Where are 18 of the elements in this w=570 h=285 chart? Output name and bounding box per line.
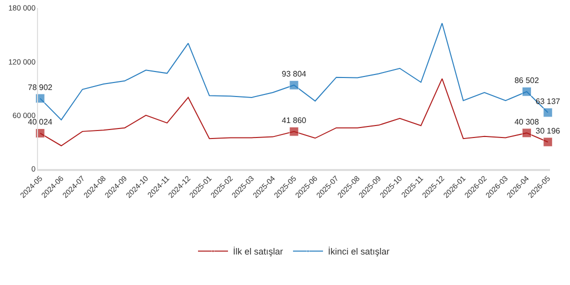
- data-label: 63 137: [536, 96, 561, 106]
- legend-label: İlk el satışlar: [233, 246, 284, 257]
- data-label: 93 804: [282, 69, 307, 78]
- point: [35, 94, 45, 104]
- point: [35, 128, 45, 138]
- data-label: 30 196: [536, 126, 561, 136]
- legend-label: İkinci el satışlar: [328, 246, 390, 257]
- data-label: 40 024: [28, 118, 53, 127]
- point: [289, 126, 299, 136]
- point: [543, 108, 553, 118]
- data-label: 40 308: [514, 117, 540, 126]
- point: [522, 128, 532, 138]
- data-label: 86 502: [514, 76, 540, 86]
- data-label: 41 860: [282, 116, 307, 125]
- point: [289, 80, 299, 90]
- data-label: 78 902: [28, 82, 53, 92]
- point: [522, 86, 532, 96]
- point: [543, 137, 553, 147]
